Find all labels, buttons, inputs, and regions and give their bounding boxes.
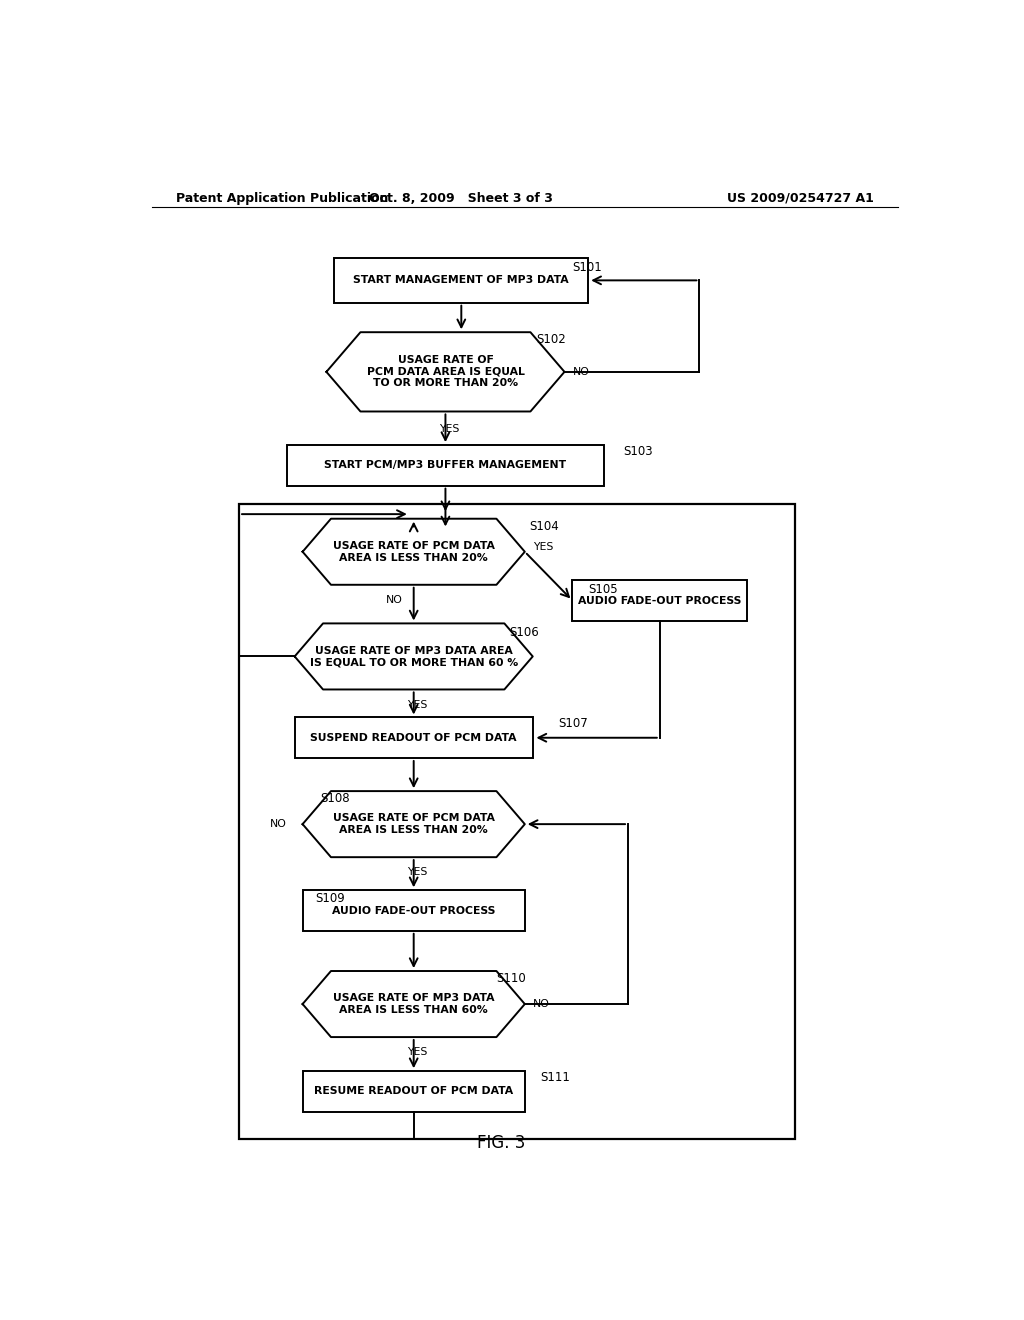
Text: RESUME READOUT OF PCM DATA: RESUME READOUT OF PCM DATA xyxy=(314,1086,513,1097)
FancyBboxPatch shape xyxy=(287,445,604,486)
Text: START PCM/MP3 BUFFER MANAGEMENT: START PCM/MP3 BUFFER MANAGEMENT xyxy=(325,461,566,470)
Polygon shape xyxy=(303,791,524,857)
Text: NO: NO xyxy=(385,595,402,605)
FancyBboxPatch shape xyxy=(303,1071,524,1111)
Text: S109: S109 xyxy=(315,892,345,904)
Text: US 2009/0254727 A1: US 2009/0254727 A1 xyxy=(727,191,873,205)
Text: YES: YES xyxy=(408,700,428,710)
Text: S103: S103 xyxy=(624,445,653,458)
Polygon shape xyxy=(295,623,532,689)
Text: S104: S104 xyxy=(528,520,558,533)
Text: YES: YES xyxy=(532,541,553,552)
FancyBboxPatch shape xyxy=(572,581,748,620)
Text: YES: YES xyxy=(439,424,460,434)
Text: NO: NO xyxy=(532,999,550,1008)
FancyBboxPatch shape xyxy=(295,718,532,758)
Text: S105: S105 xyxy=(588,583,617,595)
Text: USAGE RATE OF MP3 DATA AREA
IS EQUAL TO OR MORE THAN 60 %: USAGE RATE OF MP3 DATA AREA IS EQUAL TO … xyxy=(309,645,518,667)
Text: YES: YES xyxy=(408,1047,428,1057)
Text: NO: NO xyxy=(572,367,589,376)
Text: YES: YES xyxy=(408,867,428,878)
Text: START MANAGEMENT OF MP3 DATA: START MANAGEMENT OF MP3 DATA xyxy=(353,276,569,285)
Polygon shape xyxy=(303,519,524,585)
FancyBboxPatch shape xyxy=(334,257,588,302)
Text: AUDIO FADE-OUT PROCESS: AUDIO FADE-OUT PROCESS xyxy=(332,906,496,916)
Text: USAGE RATE OF PCM DATA
AREA IS LESS THAN 20%: USAGE RATE OF PCM DATA AREA IS LESS THAN… xyxy=(333,813,495,836)
Text: SUSPEND READOUT OF PCM DATA: SUSPEND READOUT OF PCM DATA xyxy=(310,733,517,743)
Polygon shape xyxy=(327,333,564,412)
Polygon shape xyxy=(303,972,524,1038)
Text: S102: S102 xyxy=(537,333,566,346)
Text: AUDIO FADE-OUT PROCESS: AUDIO FADE-OUT PROCESS xyxy=(578,595,741,606)
Text: S110: S110 xyxy=(497,972,526,985)
Text: Oct. 8, 2009   Sheet 3 of 3: Oct. 8, 2009 Sheet 3 of 3 xyxy=(370,191,553,205)
Text: USAGE RATE OF MP3 DATA
AREA IS LESS THAN 60%: USAGE RATE OF MP3 DATA AREA IS LESS THAN… xyxy=(333,993,495,1015)
FancyBboxPatch shape xyxy=(303,890,524,931)
Text: S111: S111 xyxy=(541,1071,570,1084)
Text: NO: NO xyxy=(270,820,287,829)
Text: S101: S101 xyxy=(572,260,602,273)
Text: Patent Application Publication: Patent Application Publication xyxy=(176,191,388,205)
Text: USAGE RATE OF
PCM DATA AREA IS EQUAL
TO OR MORE THAN 20%: USAGE RATE OF PCM DATA AREA IS EQUAL TO … xyxy=(367,355,524,388)
Text: USAGE RATE OF PCM DATA
AREA IS LESS THAN 20%: USAGE RATE OF PCM DATA AREA IS LESS THAN… xyxy=(333,541,495,562)
Text: S107: S107 xyxy=(558,717,588,730)
Text: FIG. 3: FIG. 3 xyxy=(477,1134,525,1152)
Text: S106: S106 xyxy=(509,626,539,639)
Text: S108: S108 xyxy=(321,792,349,805)
